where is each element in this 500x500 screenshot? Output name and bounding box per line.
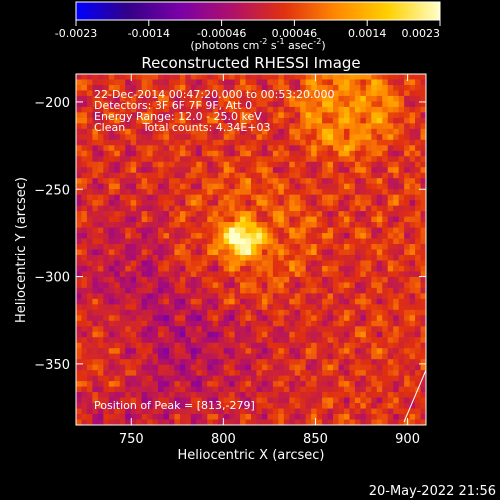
y-axis: −200 −250 −300 −350 (34, 96, 426, 373)
info-time-range: 22-Dec-2014 00:47:20.000 to 00:53:20.000 (94, 88, 335, 101)
plot-frame (75, 73, 427, 426)
y-axis-label: Heliocentric Y (arcsec) (14, 177, 29, 323)
plot-title: Reconstructed RHESSI Image (141, 54, 360, 72)
colorbar-tick-label: 0.00046 (272, 27, 318, 40)
colorbar-tick-label: -0.0023 (55, 27, 97, 40)
x-tick-label: 850 (303, 432, 328, 447)
colorbar-unit-label: (photons cm-2 s-1 asec-2) (190, 37, 325, 52)
peak-position-label: Position of Peak = [813,-279] (94, 399, 255, 412)
solar-limb-line (403, 369, 427, 423)
colorbar: -0.0023 -0.0014 -0.00046 0.00046 0.0014 0.002… (55, 1, 441, 52)
colorbar-gradient (75, 1, 441, 21)
colorbar-tick-label: -0.00046 (197, 27, 246, 40)
x-tick-label: 900 (395, 432, 420, 447)
y-tick-label: −250 (34, 183, 70, 198)
y-tick-label: −300 (34, 271, 70, 286)
x-axis: 750 800 850 900 (119, 74, 420, 447)
x-tick-label: 750 (119, 432, 144, 447)
info-energy-range: Energy Range: 12.0 - 25.0 keV (94, 110, 262, 123)
colorbar-tick-label: -0.0014 (128, 27, 170, 40)
footer-timestamp: 20-May-2022 21:56 (369, 484, 496, 499)
heatmap-image (76, 74, 426, 425)
info-clean-counts: Clean Total counts: 4.34E+03 (94, 121, 271, 134)
colorbar-tick-label: 0.0023 (402, 27, 441, 40)
observation-info: 22-Dec-2014 00:47:20.000 to 00:53:20.000… (94, 88, 335, 134)
y-tick-label: −350 (34, 358, 70, 373)
x-tick-label: 800 (211, 432, 236, 447)
colorbar-ticks: -0.0023 -0.0014 -0.00046 0.00046 0.0014 0.002… (55, 20, 441, 40)
colorbar-tick-label: 0.0014 (348, 27, 387, 40)
y-tick-label: −200 (34, 96, 70, 111)
info-detectors: Detectors: 3F 6F 7F 9F, Att 0 (94, 99, 252, 112)
x-axis-label: Heliocentric X (arcsec) (178, 448, 325, 463)
